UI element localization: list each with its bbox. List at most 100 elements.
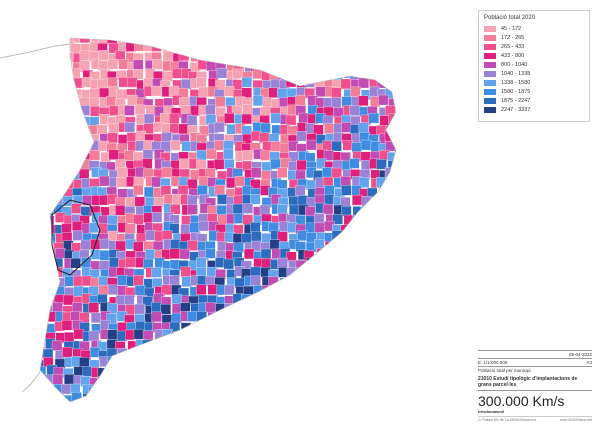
municipality: [351, 331, 363, 342]
municipality: [260, 248, 272, 260]
municipality: [366, 312, 378, 324]
municipality: [352, 310, 363, 322]
municipality: [198, 340, 209, 352]
municipality: [196, 275, 208, 286]
municipality: [98, 50, 110, 61]
municipality: [124, 105, 135, 116]
municipality: [350, 239, 362, 250]
municipality: [216, 52, 227, 64]
municipality: [378, 274, 390, 286]
municipality: [351, 142, 362, 153]
municipality: [160, 403, 170, 413]
municipality: [145, 105, 156, 116]
municipality: [127, 77, 138, 88]
municipality: [334, 53, 346, 64]
municipality: [152, 341, 163, 352]
municipality: [385, 197, 396, 208]
municipality: [250, 266, 261, 278]
municipality: [224, 113, 235, 124]
municipality: [352, 194, 363, 206]
municipality: [377, 384, 389, 396]
municipality: [323, 365, 334, 377]
municipality: [362, 405, 372, 415]
municipality: [178, 401, 190, 402]
municipality: [242, 150, 253, 161]
municipality: [322, 38, 333, 45]
municipality: [161, 167, 173, 178]
municipality: [398, 368, 408, 378]
municipality: [306, 139, 317, 151]
municipality: [340, 386, 351, 397]
municipality: [360, 139, 372, 151]
municipality: [133, 214, 144, 225]
municipality: [64, 131, 76, 142]
municipality: [370, 322, 381, 333]
municipality: [63, 141, 74, 153]
municipality: [224, 303, 235, 314]
municipality: [307, 348, 318, 359]
municipality: [262, 405, 272, 415]
municipality: [385, 285, 396, 297]
municipality: [358, 377, 369, 389]
municipality: [260, 320, 272, 331]
municipality: [259, 314, 270, 325]
municipality: [198, 220, 209, 232]
municipality: [324, 185, 335, 196]
municipality: [397, 313, 407, 323]
municipality: [145, 38, 157, 45]
municipality: [78, 168, 90, 180]
municipality: [89, 88, 101, 99]
municipality: [289, 204, 300, 216]
municipality: [40, 80, 48, 91]
municipality: [124, 121, 135, 133]
municipality: [279, 42, 290, 53]
municipality: [387, 260, 396, 271]
map: [0, 37, 408, 415]
municipality: [151, 212, 163, 223]
municipality: [323, 347, 334, 358]
municipality: [225, 42, 237, 54]
municipality: [296, 338, 308, 350]
municipality: [115, 394, 126, 402]
municipality: [360, 43, 372, 54]
municipality: [55, 67, 66, 79]
municipality: [116, 177, 127, 188]
municipality: [270, 141, 282, 152]
municipality: [242, 403, 252, 413]
municipality: [396, 88, 406, 98]
municipality: [387, 391, 396, 402]
municipality: [45, 141, 56, 153]
municipality: [99, 175, 110, 187]
municipality: [181, 392, 192, 402]
municipality: [341, 233, 352, 244]
municipality: [339, 268, 351, 279]
municipality: [358, 323, 369, 334]
municipality: [359, 231, 370, 243]
municipality: [251, 310, 262, 322]
municipality: [205, 403, 215, 413]
municipality: [107, 356, 118, 367]
municipality: [144, 368, 155, 379]
legend-item: 800 - 1040: [484, 60, 584, 69]
municipality: [198, 86, 209, 98]
municipality: [118, 134, 129, 145]
municipality: [125, 197, 136, 208]
municipality: [377, 239, 388, 250]
municipality: [375, 38, 387, 44]
municipality: [79, 60, 91, 72]
municipality: [315, 355, 326, 367]
municipality: [334, 267, 345, 279]
municipality: [40, 186, 47, 197]
municipality: [379, 249, 390, 260]
municipality: [40, 285, 48, 297]
municipality: [268, 287, 279, 298]
municipality: [170, 376, 181, 387]
municipality: [181, 358, 192, 369]
municipality: [195, 322, 207, 333]
municipality: [352, 222, 363, 233]
municipality: [152, 358, 163, 370]
municipality: [324, 249, 335, 260]
municipality: [260, 60, 271, 72]
municipality: [385, 176, 396, 188]
municipality: [305, 394, 317, 402]
